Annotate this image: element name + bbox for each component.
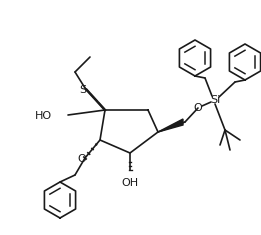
Text: O: O — [194, 103, 202, 113]
Text: S: S — [79, 85, 87, 95]
Text: HO: HO — [35, 111, 52, 121]
Polygon shape — [158, 119, 183, 132]
Text: OH: OH — [121, 178, 139, 188]
Text: O: O — [78, 154, 86, 164]
Text: Si: Si — [210, 95, 220, 105]
